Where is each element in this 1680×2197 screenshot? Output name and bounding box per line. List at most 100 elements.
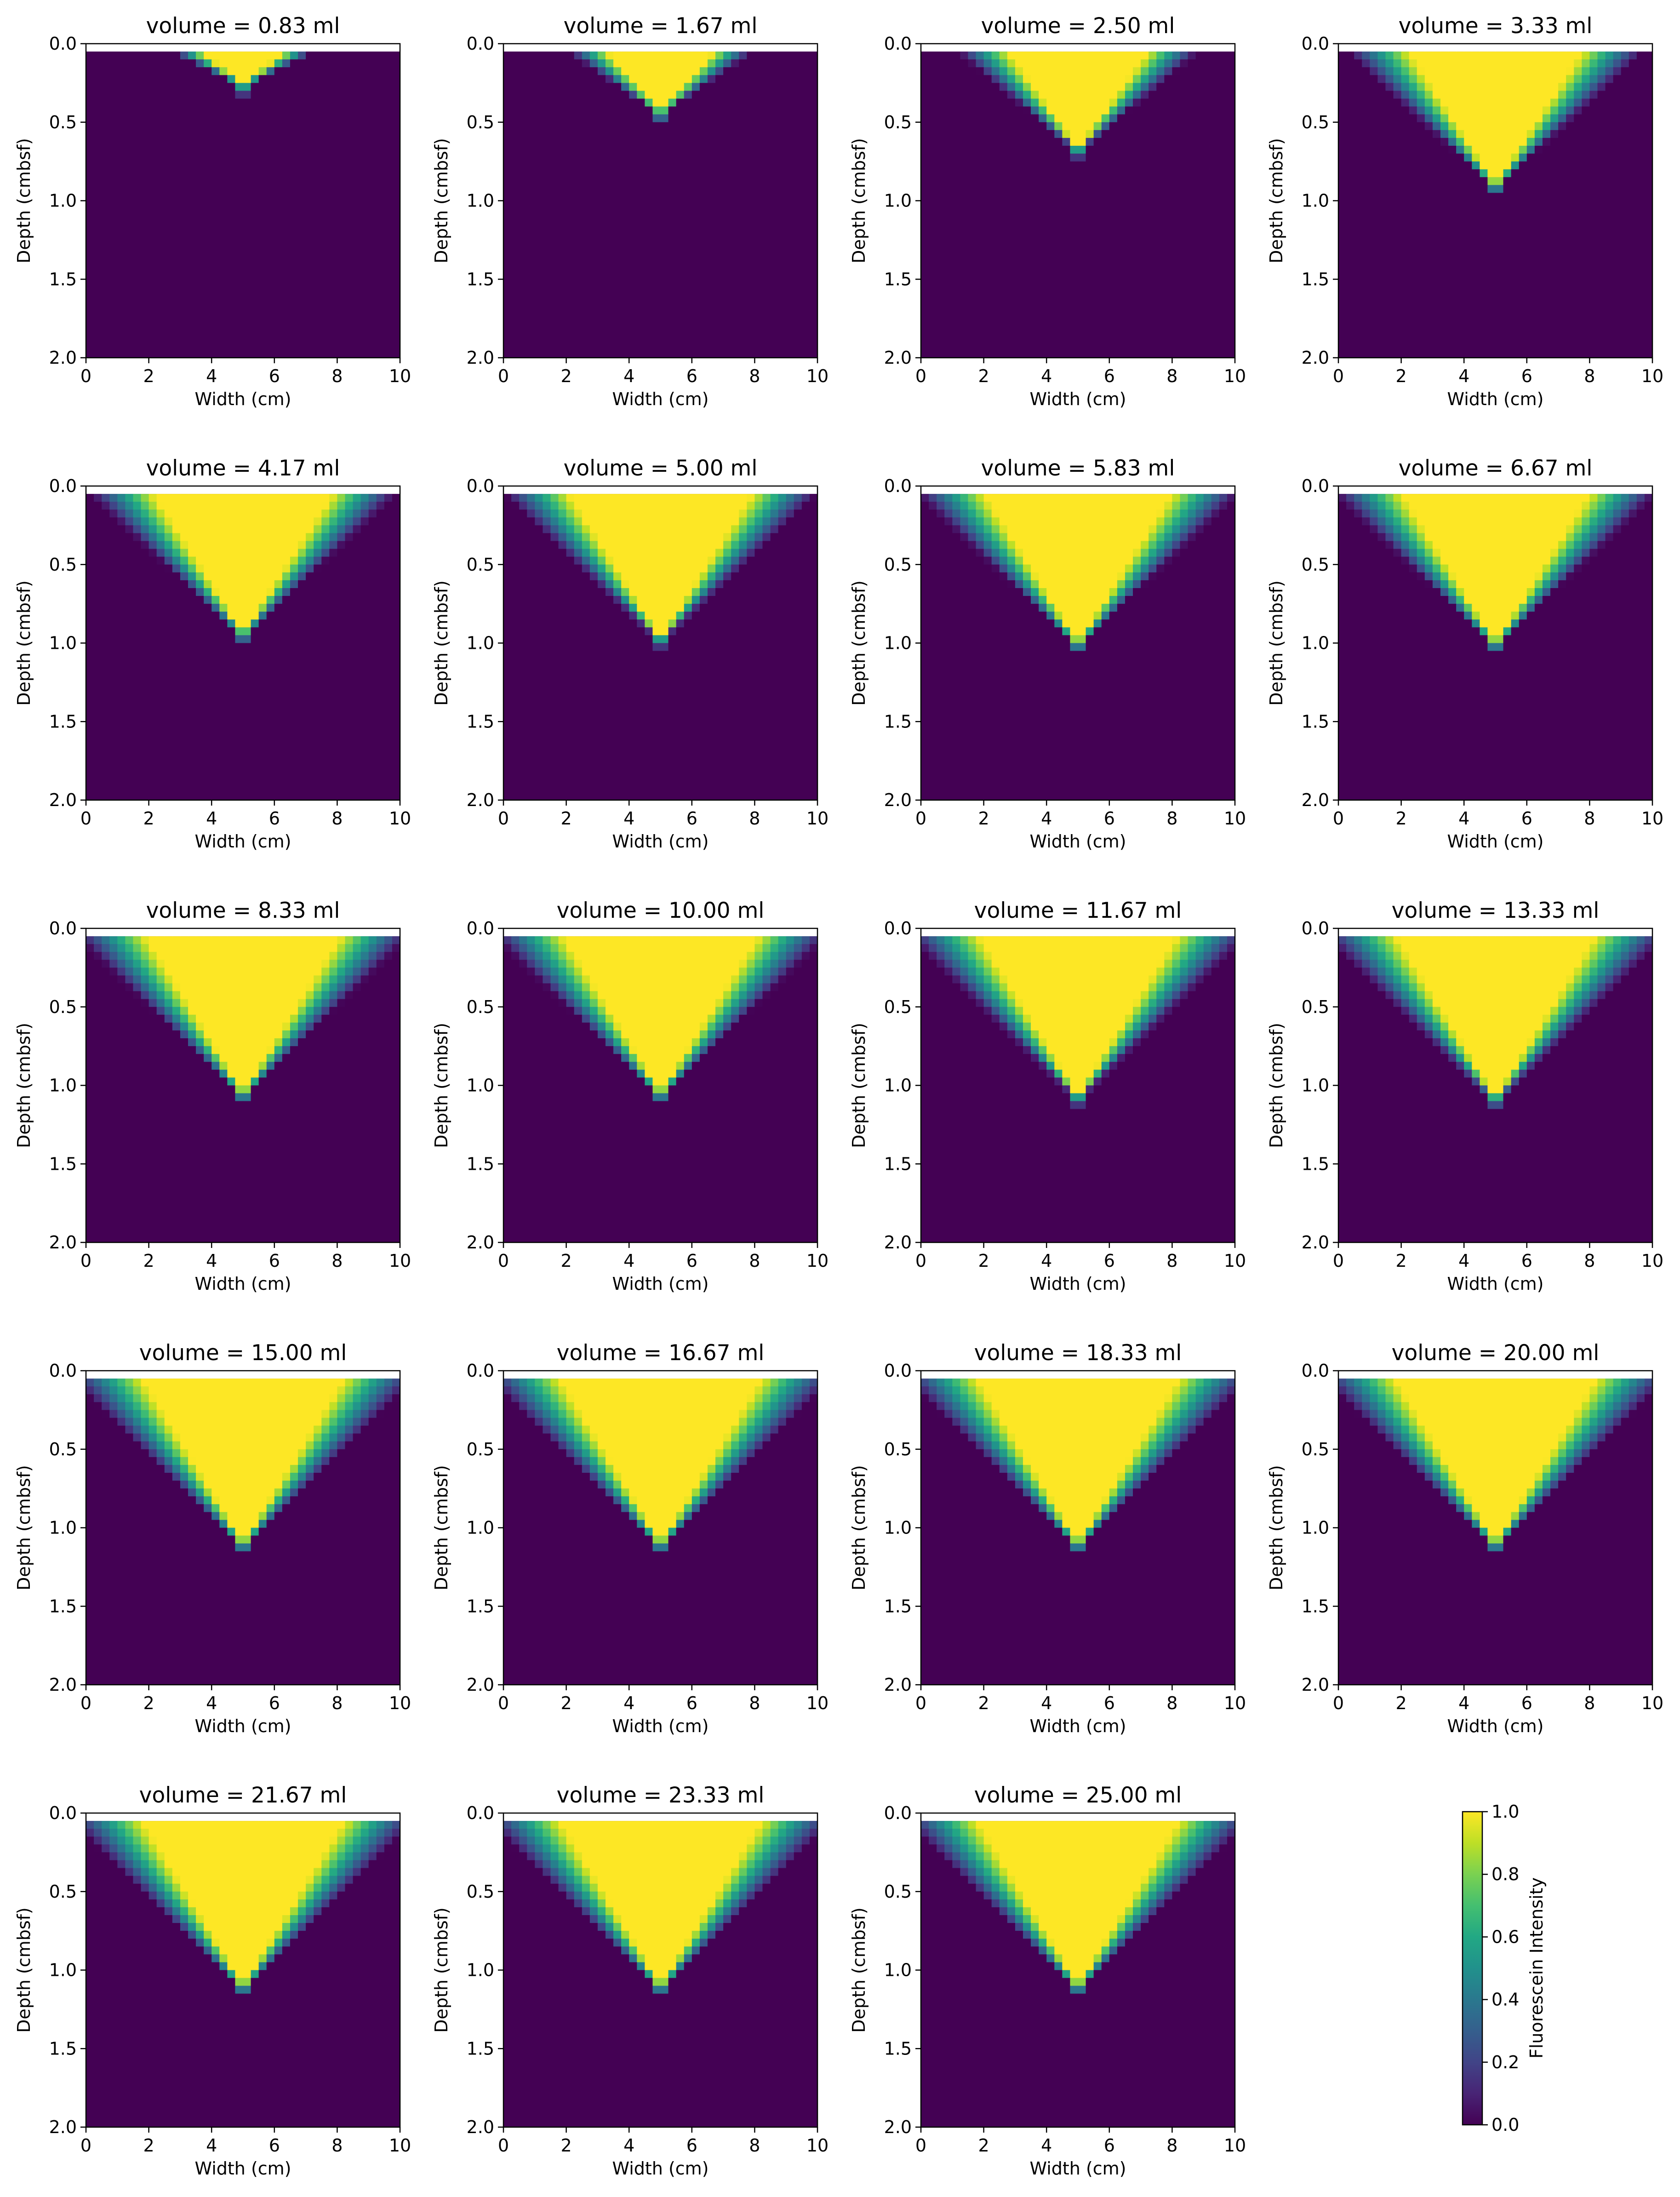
- x-tick-label: 10: [389, 1693, 411, 1713]
- x-tick-label: 8: [1166, 366, 1177, 386]
- x-tick-label: 10: [389, 808, 411, 829]
- y-tick-label: 1.5: [49, 2038, 77, 2059]
- x-tick-label: 2: [561, 2135, 572, 2156]
- heatmap-field: [921, 486, 1235, 801]
- x-tick-label: 0: [1333, 808, 1344, 829]
- y-tick-label: 0.0: [467, 918, 494, 938]
- heatmap-field: [921, 1371, 1235, 1685]
- x-tick-label: 0: [498, 2135, 509, 2156]
- x-tick-label: 8: [1166, 1251, 1177, 1271]
- heatmap-field: [503, 1813, 818, 2128]
- x-tick-label: 0: [498, 366, 509, 386]
- x-tick-label: 4: [206, 1693, 217, 1713]
- y-tick-label: 0.5: [1302, 997, 1329, 1017]
- y-axis-label: Depth (cmbsf): [14, 1023, 34, 1148]
- y-tick-label: 1.5: [49, 269, 77, 289]
- x-tick-label: 10: [389, 2135, 411, 2156]
- x-tick-label: 4: [1041, 2135, 1052, 2156]
- x-tick-label: 10: [1641, 1693, 1663, 1713]
- y-tick-label: 1.0: [884, 633, 912, 653]
- panel: volume = 20.00 ml 0 2 4 6 8 10 0.0 0.5 1.0 1.5 2.0 W…: [1266, 1340, 1663, 1736]
- panel-title: volume = 13.33 ml: [1392, 898, 1600, 923]
- x-tick-label: 2: [1396, 366, 1407, 386]
- x-tick-label: 2: [143, 808, 154, 829]
- y-tick-label: 2.0: [884, 2117, 912, 2137]
- y-tick-label: 2.0: [467, 348, 494, 368]
- x-tick-label: 4: [623, 366, 634, 386]
- x-tick-label: 0: [1333, 1251, 1344, 1271]
- colorbar-tick-label: 0.2: [1491, 2052, 1519, 2072]
- y-tick-label: 1.0: [1302, 1076, 1329, 1096]
- y-tick-label: 1.5: [49, 711, 77, 732]
- y-tick-label: 2.0: [49, 1232, 77, 1253]
- x-tick-label: 0: [915, 1693, 926, 1713]
- y-tick-label: 1.0: [49, 1518, 77, 1538]
- x-tick-label: 10: [1224, 1251, 1246, 1271]
- x-tick-label: 4: [1458, 1251, 1469, 1271]
- y-tick-label: 0.0: [884, 1361, 912, 1381]
- y-tick-label: 0.5: [884, 997, 912, 1017]
- x-tick-label: 0: [80, 808, 91, 829]
- heatmap-field: [503, 928, 818, 1243]
- y-axis-label: Depth (cmbsf): [431, 580, 451, 706]
- panel: volume = 21.67 ml 0 2 4 6 8 10 0.0 0.5 1.0 1.5 2.0 W…: [14, 1783, 411, 2179]
- x-tick-label: 8: [1584, 1251, 1595, 1271]
- x-tick-label: 8: [1584, 366, 1595, 386]
- y-tick-label: 0.0: [1302, 34, 1329, 54]
- panel-title: volume = 23.33 ml: [557, 1783, 765, 1808]
- panel-title: volume = 4.17 ml: [146, 456, 340, 481]
- x-tick-label: 0: [1333, 1693, 1344, 1713]
- y-tick-label: 2.0: [884, 790, 912, 810]
- panel-title: volume = 15.00 ml: [139, 1340, 347, 1366]
- y-tick-label: 1.0: [467, 633, 494, 653]
- panel-title: volume = 10.00 ml: [557, 898, 765, 923]
- x-tick-label: 10: [1224, 2135, 1246, 2156]
- y-tick-label: 0.5: [884, 1439, 912, 1459]
- x-axis-label: Width (cm): [1029, 1716, 1126, 1736]
- x-tick-label: 2: [561, 1693, 572, 1713]
- y-tick-label: 2.0: [49, 1675, 77, 1695]
- x-tick-label: 4: [623, 1251, 634, 1271]
- y-tick-label: 1.5: [1302, 1596, 1329, 1616]
- panel: volume = 0.83 ml 0 2 4 6 8 10 0.0 0.5 1.0 1.5 2.0 Wi…: [14, 13, 411, 409]
- y-tick-label: 1.5: [467, 1154, 494, 1174]
- y-tick-label: 0.0: [49, 1803, 77, 1823]
- x-tick-label: 2: [978, 808, 989, 829]
- y-tick-label: 0.5: [467, 1439, 494, 1459]
- y-tick-label: 1.0: [1302, 1518, 1329, 1538]
- x-axis-label: Width (cm): [194, 1274, 291, 1294]
- y-tick-label: 0.0: [884, 918, 912, 938]
- x-tick-label: 2: [978, 1693, 989, 1713]
- x-tick-label: 0: [1333, 366, 1344, 386]
- panel-title: volume = 25.00 ml: [974, 1783, 1182, 1808]
- panel: volume = 25.00 ml 0 2 4 6 8 10 0.0 0.5 1.0 1.5 2.0 W…: [849, 1783, 1246, 2179]
- y-tick-label: 2.0: [884, 348, 912, 368]
- y-tick-label: 1.0: [884, 1518, 912, 1538]
- y-axis-label: Depth (cmbsf): [1266, 1465, 1286, 1591]
- x-tick-label: 8: [749, 808, 760, 829]
- x-tick-label: 4: [623, 1693, 634, 1713]
- panel: volume = 13.33 ml 0 2 4 6 8 10 0.0 0.5 1.0 1.5 2.0 W…: [1266, 898, 1663, 1294]
- panel: volume = 23.33 ml 0 2 4 6 8 10 0.0 0.5 1.0 1.5 2.0 W…: [431, 1783, 829, 2179]
- x-tick-label: 6: [1104, 808, 1115, 829]
- panel: volume = 11.67 ml 0 2 4 6 8 10 0.0 0.5 1.0 1.5 2.0 W…: [849, 898, 1246, 1294]
- x-tick-label: 0: [498, 1251, 509, 1271]
- y-tick-label: 0.5: [467, 1882, 494, 1902]
- x-tick-label: 8: [331, 2135, 343, 2156]
- y-axis-label: Depth (cmbsf): [849, 1023, 869, 1148]
- y-tick-label: 1.0: [49, 191, 77, 211]
- x-tick-label: 4: [623, 2135, 634, 2156]
- y-tick-label: 1.5: [1302, 1154, 1329, 1174]
- x-tick-label: 0: [498, 808, 509, 829]
- x-tick-label: 6: [269, 808, 280, 829]
- y-tick-label: 1.0: [467, 191, 494, 211]
- heatmap-field: [503, 44, 818, 358]
- x-tick-label: 10: [1224, 1693, 1246, 1713]
- x-tick-label: 10: [1641, 808, 1663, 829]
- x-tick-label: 10: [389, 366, 411, 386]
- x-tick-label: 4: [623, 808, 634, 829]
- y-tick-label: 1.5: [884, 1596, 912, 1616]
- x-tick-label: 10: [806, 808, 829, 829]
- x-tick-label: 0: [80, 2135, 91, 2156]
- y-tick-label: 0.0: [1302, 1361, 1329, 1381]
